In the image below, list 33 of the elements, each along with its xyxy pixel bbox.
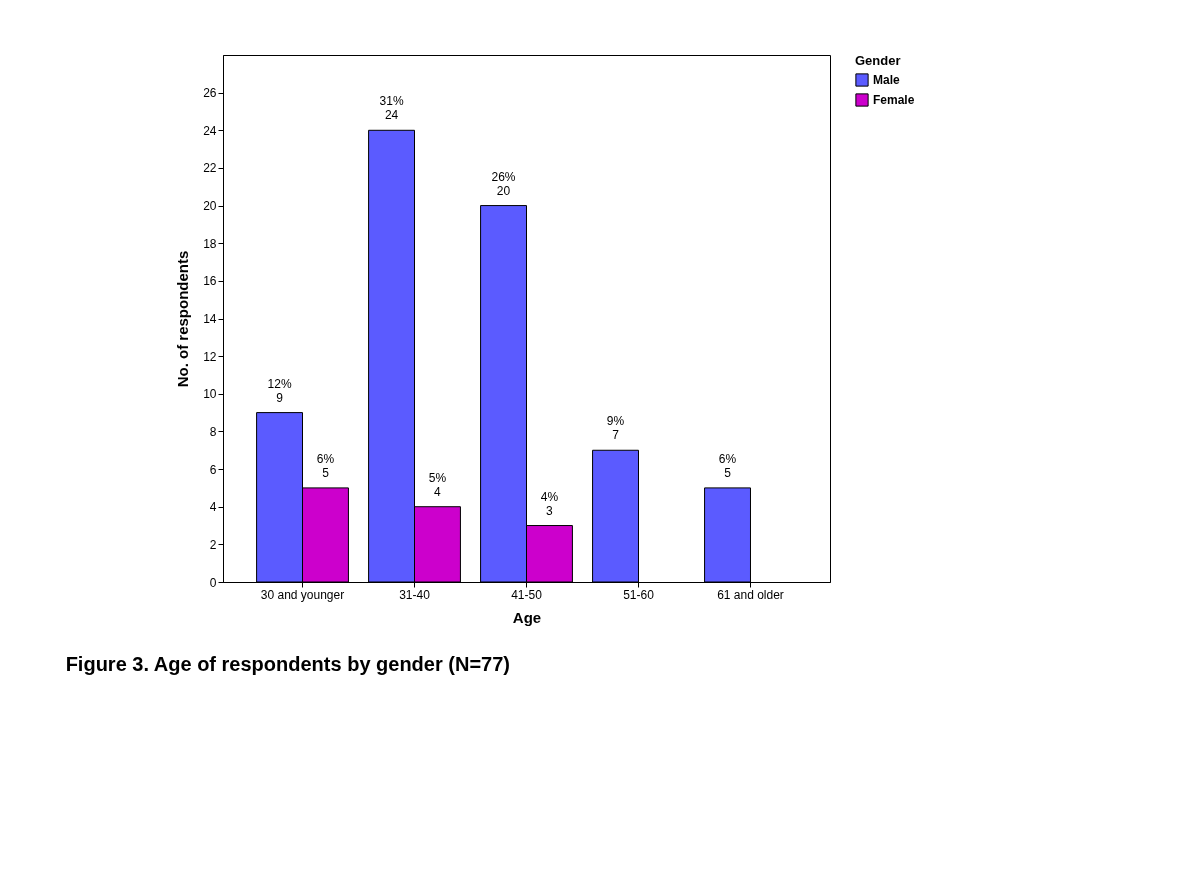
x-tick-label: 41-50 (511, 587, 543, 602)
y-tick-label: 20 (203, 199, 217, 214)
x-axis-title: Age (512, 608, 542, 626)
y-tick-label: 8 (209, 424, 217, 439)
y-tick-label: 22 (203, 161, 217, 176)
data-label: 9% 7 (606, 414, 625, 443)
y-tick-label: 18 (203, 236, 217, 251)
data-label: 6% 5 (316, 451, 335, 480)
x-tick-label: 51-60 (623, 587, 655, 602)
y-tick-label: 0 (209, 575, 217, 590)
y-tick-label: 6 (209, 462, 217, 477)
y-tick-label: 26 (203, 86, 217, 101)
data-label: 12% 9 (267, 376, 292, 405)
legend-label: Male (873, 73, 900, 87)
x-tick-label: 30 and younger (260, 587, 345, 602)
legend-label: Female (873, 93, 915, 107)
y-tick-label: 4 (209, 500, 217, 515)
data-label: 4% 3 (540, 489, 559, 518)
x-tick-label: 61 and older (717, 587, 784, 602)
data-label: 5% 4 (428, 470, 447, 499)
y-axis-title: No. of respondents (174, 250, 192, 388)
x-tick-label: 31-40 (399, 587, 431, 602)
legend-title: Gender (855, 53, 901, 68)
data-label: 31% 24 (379, 94, 404, 123)
y-tick-label: 14 (203, 312, 217, 326)
text: Figure 3. Age of respondents by gender (N=77) (65, 653, 510, 675)
y-tick-label: 2 (209, 537, 217, 552)
y-tick-label: 24 (203, 123, 217, 138)
y-tick-label: 10 (203, 387, 217, 402)
data-label: 6% 5 (718, 451, 737, 480)
data-label: 26% 20 (491, 169, 516, 198)
y-tick-label: 16 (203, 274, 217, 289)
y-tick-label: 12 (203, 349, 217, 364)
